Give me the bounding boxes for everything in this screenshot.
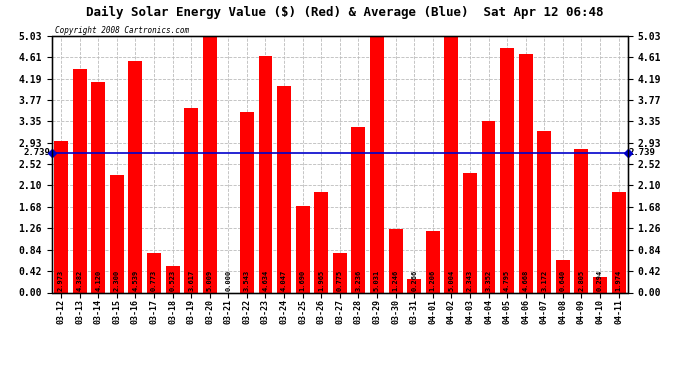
Text: 2.343: 2.343 bbox=[467, 270, 473, 291]
Text: 4.120: 4.120 bbox=[95, 270, 101, 291]
Bar bbox=[147, 253, 161, 292]
Bar bbox=[128, 61, 142, 292]
Text: 1.206: 1.206 bbox=[430, 270, 436, 291]
Text: 1.974: 1.974 bbox=[615, 270, 622, 291]
Bar bbox=[593, 278, 607, 292]
Bar bbox=[110, 175, 124, 292]
Bar bbox=[482, 122, 495, 292]
Bar bbox=[184, 108, 198, 292]
Text: 1.246: 1.246 bbox=[393, 270, 399, 291]
Bar bbox=[388, 229, 402, 292]
Bar bbox=[259, 56, 273, 292]
Bar bbox=[407, 279, 421, 292]
Text: 0.523: 0.523 bbox=[170, 270, 175, 291]
Bar bbox=[463, 173, 477, 292]
Bar bbox=[72, 69, 87, 292]
Bar bbox=[611, 192, 626, 292]
Text: 3.352: 3.352 bbox=[486, 270, 491, 291]
Text: 2.739: 2.739 bbox=[629, 148, 656, 157]
Bar bbox=[500, 48, 514, 292]
Text: 5.009: 5.009 bbox=[207, 270, 213, 291]
Bar bbox=[351, 127, 366, 292]
Text: Copyright 2008 Cartronics.com: Copyright 2008 Cartronics.com bbox=[55, 26, 189, 35]
Bar bbox=[575, 149, 589, 292]
Text: 4.634: 4.634 bbox=[262, 270, 268, 291]
Text: 4.539: 4.539 bbox=[132, 270, 139, 291]
Bar bbox=[426, 231, 440, 292]
Bar bbox=[314, 192, 328, 292]
Text: 2.739: 2.739 bbox=[24, 148, 51, 157]
Bar bbox=[370, 36, 384, 292]
Bar bbox=[240, 112, 254, 292]
Text: 0.294: 0.294 bbox=[597, 270, 603, 291]
Bar bbox=[444, 37, 458, 292]
Text: 3.617: 3.617 bbox=[188, 270, 194, 291]
Bar bbox=[91, 82, 105, 292]
Text: 3.543: 3.543 bbox=[244, 270, 250, 291]
Text: 4.047: 4.047 bbox=[281, 270, 287, 291]
Bar bbox=[538, 130, 551, 292]
Text: 2.300: 2.300 bbox=[114, 270, 120, 291]
Text: 5.004: 5.004 bbox=[448, 270, 454, 291]
Bar bbox=[54, 141, 68, 292]
Bar bbox=[519, 54, 533, 292]
Bar bbox=[333, 253, 347, 292]
Text: 4.382: 4.382 bbox=[77, 270, 83, 291]
Text: 0.775: 0.775 bbox=[337, 270, 343, 291]
Text: 0.000: 0.000 bbox=[226, 270, 231, 291]
Text: 4.795: 4.795 bbox=[504, 270, 510, 291]
Text: 1.965: 1.965 bbox=[318, 270, 324, 291]
Bar bbox=[166, 266, 179, 292]
Text: 0.640: 0.640 bbox=[560, 270, 566, 291]
Text: 0.266: 0.266 bbox=[411, 270, 417, 291]
Text: 3.236: 3.236 bbox=[355, 270, 362, 291]
Text: Daily Solar Energy Value ($) (Red) & Average (Blue)  Sat Apr 12 06:48: Daily Solar Energy Value ($) (Red) & Ave… bbox=[86, 6, 604, 19]
Text: 4.668: 4.668 bbox=[523, 270, 529, 291]
Text: 5.031: 5.031 bbox=[374, 270, 380, 291]
Text: 1.690: 1.690 bbox=[299, 270, 306, 291]
Text: 2.973: 2.973 bbox=[58, 270, 64, 291]
Text: 0.773: 0.773 bbox=[151, 270, 157, 291]
Text: 2.805: 2.805 bbox=[578, 270, 584, 291]
Bar bbox=[277, 86, 291, 292]
Bar bbox=[296, 206, 310, 292]
Bar bbox=[556, 260, 570, 292]
Text: 3.172: 3.172 bbox=[541, 270, 547, 291]
Bar bbox=[203, 37, 217, 292]
